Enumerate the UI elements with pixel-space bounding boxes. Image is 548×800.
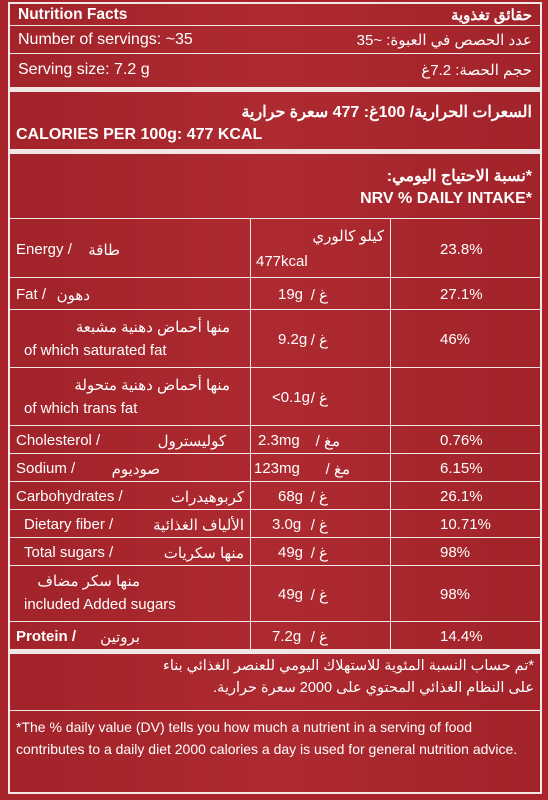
nutrition-label: Nutrition Facts حقائق تغذوية Number of s… — [8, 2, 542, 794]
amount: 49g — [278, 586, 304, 603]
footnote-divider — [10, 710, 540, 711]
daily-value: 46% — [440, 331, 471, 348]
nutrient-name-en: included Added sugars — [24, 596, 176, 613]
nutrient-name-en: Fat / — [16, 286, 47, 303]
footnote-ar-line1: *تم حساب النسبة المئوية للاستهلاك اليومي… — [163, 658, 534, 674]
daily-value: 26.1% — [440, 488, 483, 505]
nutrient-name-ar: دهون — [56, 287, 90, 304]
table-row: منها أحماض دهنية متحولة of which trans fa… — [10, 368, 540, 426]
calories-row: السعرات الحرارية/ 100غ: 477 سعرة حرارية … — [10, 92, 540, 154]
unit: كيلو كالوري — [312, 228, 384, 245]
unit: غ / — [310, 390, 328, 407]
nutrient-name-en: Cholesterol / — [16, 432, 101, 449]
nutrient-name-ar: كربوهيدرات — [170, 489, 244, 506]
unit: غ / — [310, 545, 328, 562]
nutrient-name-ar: منها سكر مضاف — [37, 573, 140, 590]
nutrient-name-ar: بروتين — [100, 629, 140, 646]
unit: غ / — [310, 287, 328, 304]
nutrient-name-en: Total sugars / — [24, 544, 114, 561]
nutrient-name-en: Protein / — [16, 628, 77, 645]
table-row: Cholesterol / كوليسترول 2.3mg مغ / 0.76% — [10, 426, 540, 454]
serving-size-row: Serving size: 7.2 g حجم الحصة: 7.2غ — [10, 54, 540, 92]
daily-value: 23.8% — [440, 241, 483, 258]
table-row: Fat / دهون 19g غ / 27.1% — [10, 278, 540, 310]
servings-row: Number of servings: ~35 عدد الحصص في الع… — [10, 26, 540, 54]
nutrient-name-en: of which trans fat — [24, 400, 138, 417]
nutrient-name-ar: منها سكريات — [163, 545, 244, 562]
unit: غ / — [310, 332, 328, 349]
table-row: منها أحماض دهنية مشبعة of which saturated… — [10, 310, 540, 368]
daily-value: 10.71% — [440, 516, 491, 533]
unit: غ / — [310, 629, 328, 646]
unit: غ / — [310, 587, 328, 604]
unit: غ / — [310, 517, 328, 534]
nutrient-name-en: of which saturated fat — [24, 342, 167, 359]
title-ar: حقائق تغذوية — [450, 7, 532, 24]
calories-en: CALORIES PER 100g: 477 KCAL — [16, 126, 263, 143]
amount: 9.2g — [278, 331, 308, 348]
nutrient-name-ar: الألياف الغذائية — [153, 517, 244, 534]
nutrient-name-en: Carbohydrates / — [16, 488, 123, 505]
footnote-ar-line2: على النظام الغذائي المحتوي على 2000 سعرة… — [213, 680, 534, 696]
daily-value: 27.1% — [440, 286, 483, 303]
servings-en: Number of servings: ~35 — [18, 31, 193, 48]
table-row: Protein / بروتين 7.2g غ / 14.4% — [10, 622, 540, 654]
nutrient-name-ar: كوليسترول — [157, 433, 226, 450]
serving-size-ar: حجم الحصة: 7.2غ — [421, 62, 532, 79]
amount: 7.2g — [272, 628, 302, 645]
amount: 477kcal — [256, 253, 308, 270]
servings-ar: عدد الحصص في العبوة: ~35 — [356, 32, 532, 49]
amount: 123mg — [254, 460, 300, 477]
unit: مغ / — [315, 433, 340, 450]
nrv-ar: *نسبة الاحتياج اليومي: — [386, 168, 532, 185]
nutrient-name-ar: منها أحماض دهنية مشبعة — [75, 319, 230, 336]
table-row: Total sugars / منها سكريات 49g غ / 98% — [10, 538, 540, 566]
daily-value: 0.76% — [440, 432, 483, 449]
serving-size-en: Serving size: 7.2 g — [18, 61, 150, 78]
nrv-row: *نسبة الاحتياج اليومي: *NRV % DAILY INTA… — [10, 154, 540, 218]
amount: 19g — [278, 286, 304, 303]
calories-ar: السعرات الحرارية/ 100غ: 477 سعرة حرارية — [241, 104, 532, 121]
daily-value: 98% — [440, 544, 471, 561]
unit: مغ / — [325, 461, 350, 478]
daily-value: 14.4% — [440, 628, 483, 645]
amount: 2.3mg — [258, 432, 300, 449]
table-row: Sodium / صوديوم 123mg مغ / 6.15% — [10, 454, 540, 482]
table-row: Energy / طاقة كيلو كالوري 477kcal 23.8% — [10, 218, 540, 278]
nutrient-name-en: Dietary fiber / — [24, 516, 114, 533]
footnote-ar: *تم حساب النسبة المئوية للاستهلاك اليومي… — [16, 658, 534, 696]
nutrient-name-ar: صوديوم — [111, 461, 160, 478]
table-row: Carbohydrates / كربوهيدرات 68g غ / 26.1% — [10, 482, 540, 510]
footnote-en: *The % daily value (DV) tells you how mu… — [16, 719, 518, 757]
nutrient-name-en: Energy / — [16, 241, 72, 258]
daily-value: 6.15% — [440, 460, 483, 477]
table-row: منها سكر مضاف included Added sugars 49g غ … — [10, 566, 540, 622]
amount: <0.1g — [272, 389, 310, 406]
nutrient-name-ar: طاقة — [88, 242, 120, 259]
amount: 49g — [278, 544, 304, 561]
daily-value: 98% — [440, 586, 471, 603]
amount: 3.0g — [272, 516, 302, 533]
title-en: Nutrition Facts — [18, 6, 128, 23]
nutrient-name-en: Sodium / — [16, 460, 76, 477]
nrv-en: *NRV % DAILY INTAKE — [360, 190, 532, 207]
title-row: Nutrition Facts حقائق تغذوية — [10, 4, 540, 26]
table-row: Dietary fiber / الألياف الغذائية 3.0g غ / … — [10, 510, 540, 538]
nutrient-name-ar: منها أحماض دهنية متحولة — [74, 377, 230, 394]
unit: غ / — [310, 489, 328, 506]
amount: 68g — [278, 488, 304, 505]
